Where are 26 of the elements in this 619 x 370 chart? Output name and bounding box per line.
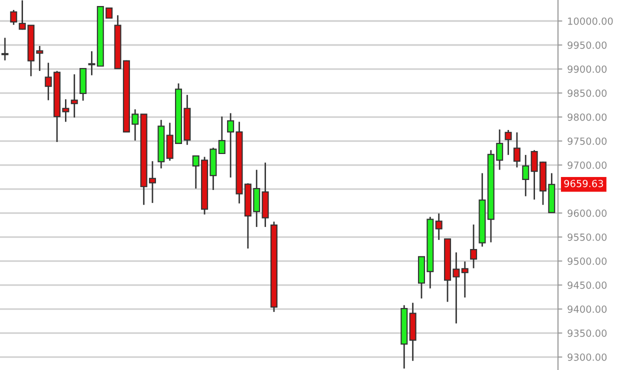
y-tick-label: 9350.00 <box>568 330 607 337</box>
candlestick <box>70 74 78 118</box>
candlestick <box>1 37 8 62</box>
y-tick-label: 9500.00 <box>568 258 607 265</box>
candlestick <box>470 224 478 269</box>
y-tick-label: 9850.00 <box>568 89 607 97</box>
candlestick <box>522 154 530 197</box>
y-tick-label: 9450.00 <box>568 282 607 289</box>
candlestick <box>435 212 442 241</box>
candlestick <box>513 132 520 168</box>
y-tick-label: 9550.00 <box>568 234 607 241</box>
y-tick-label: 9800.00 <box>568 113 607 121</box>
y-tick-label: 9700.00 <box>568 161 607 169</box>
y-tick-label: 9950.00 <box>568 41 607 49</box>
y-tick-label: 10000.00 <box>568 17 613 25</box>
y-tick-label: 9300.00 <box>568 354 607 361</box>
y-tick-label: 9400.00 <box>568 306 607 313</box>
candlestick <box>88 50 96 76</box>
text: 9659.63 <box>564 180 604 188</box>
y-tick-label: 9750.00 <box>568 137 607 145</box>
candlestick <box>504 129 512 156</box>
candlestick <box>218 116 226 154</box>
y-tick-label: 9600.00 <box>568 210 607 217</box>
candlestick <box>461 260 468 298</box>
y-tick-label: 9900.00 <box>568 65 607 73</box>
candlestick <box>10 9 18 26</box>
